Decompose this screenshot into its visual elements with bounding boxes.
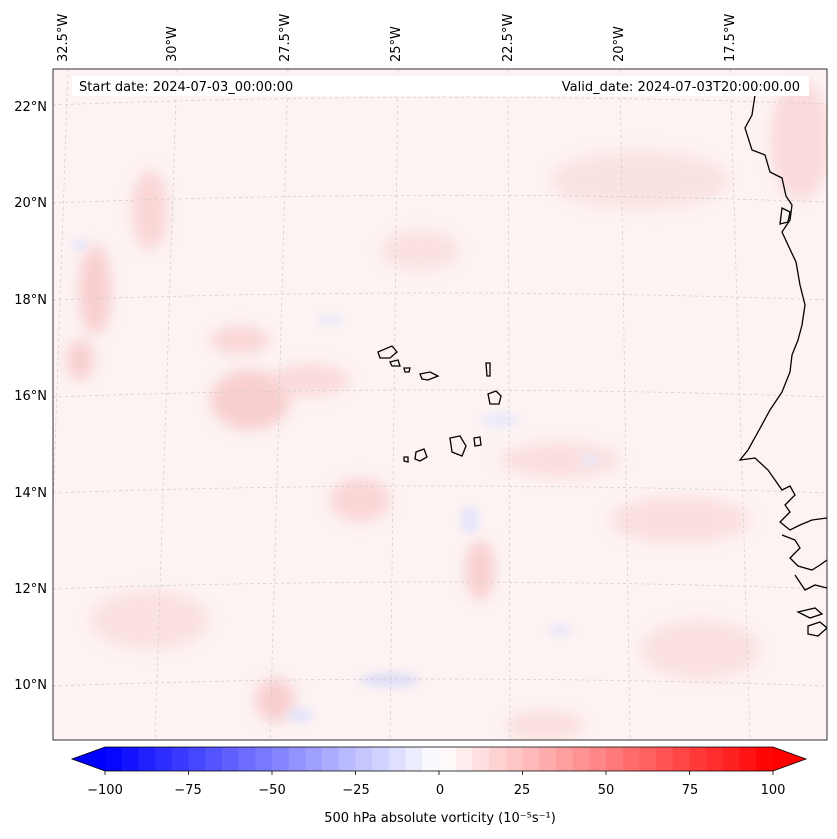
colorbar-segment	[171, 747, 190, 771]
colorbar-segment	[622, 747, 640, 771]
colorbar-segment	[255, 747, 273, 771]
lat-label: 22°N	[14, 100, 47, 115]
colorbar-segment	[221, 747, 240, 771]
colorbar-segment	[505, 747, 524, 771]
colorbar	[70, 746, 808, 775]
valid-date-text: Valid_date: 2024-07-03T20:00:00.00	[562, 80, 800, 95]
longitude-labels: 32.5°W 30°W 27.5°W 25°W 22.5°W 20°W 17.5…	[56, 14, 738, 62]
colorbar-segment	[522, 747, 540, 771]
colorbar-segment	[288, 747, 306, 771]
colorbar-segment	[355, 747, 373, 771]
colorbar-tick-label: −100	[87, 783, 123, 798]
lat-label: 12°N	[14, 582, 47, 597]
colorbar-tick-labels: −100 −75 −50 −25 0 25 50 75 100	[87, 783, 785, 798]
colorbar-segment	[188, 747, 206, 771]
colorbar-segment	[105, 747, 123, 771]
colorbar-extend-low	[72, 747, 105, 771]
colorbar-tick-label: 0	[436, 783, 444, 798]
colorbar-segment	[689, 747, 707, 771]
colorbar-segment	[472, 747, 490, 771]
colorbar-title: 500 hPa absolute vorticity (10⁻⁵s⁻¹)	[324, 811, 556, 826]
colorbar-segment	[639, 747, 657, 771]
coastline	[738, 94, 827, 637]
colorbar-extend-high	[773, 747, 806, 771]
colorbar-segment	[672, 747, 691, 771]
colorbar-tick-label: −25	[342, 783, 369, 798]
colorbar-tick-label: 25	[514, 783, 531, 798]
start-date-text: Start date: 2024-07-03_00:00:00	[79, 80, 293, 95]
map-frame	[52, 68, 828, 741]
colorbar-segment	[405, 747, 423, 771]
colorbar-segment	[305, 747, 323, 771]
header-strip	[72, 76, 809, 96]
lat-label: 18°N	[14, 293, 47, 308]
colorbar-segment	[322, 747, 340, 771]
colorbar-segment	[272, 747, 290, 771]
lon-label: 30°W	[165, 26, 180, 62]
lat-label: 16°N	[14, 389, 47, 404]
lat-label: 20°N	[14, 196, 47, 211]
cape-verde-islands	[377, 345, 502, 463]
colorbar-segment	[722, 747, 741, 771]
colorbar-segment	[489, 747, 507, 771]
latitude-labels: 22°N 20°N 18°N 16°N 14°N 12°N 10°N	[14, 100, 47, 693]
colorbar-segment	[155, 747, 173, 771]
colorbar-tick-label: 100	[761, 783, 786, 798]
lat-label: 10°N	[14, 678, 47, 693]
lon-label: 32.5°W	[56, 14, 71, 62]
lat-label: 14°N	[14, 486, 47, 501]
colorbar-tick-label: 50	[598, 783, 615, 798]
lon-label: 25°W	[389, 26, 404, 62]
colorbar-segment	[756, 747, 774, 771]
colorbar-segment	[205, 747, 223, 771]
colorbar-segment	[455, 747, 473, 771]
colorbar-tick-label: −75	[174, 783, 201, 798]
colorbar-segment	[656, 747, 674, 771]
lon-label: 22.5°W	[501, 14, 516, 62]
lon-label: 17.5°W	[723, 14, 738, 62]
colorbar-tick-label: 75	[682, 783, 699, 798]
colorbar-segment	[706, 747, 724, 771]
colorbar-segment	[589, 747, 607, 771]
graticule	[53, 69, 827, 740]
colorbar-segment	[555, 747, 574, 771]
colorbar-segment	[338, 747, 357, 771]
colorbar-segment	[238, 747, 256, 771]
lon-label: 20°W	[612, 26, 627, 62]
colorbar-segment	[372, 747, 390, 771]
colorbar-segment	[572, 747, 590, 771]
colorbar-segment	[439, 747, 457, 771]
colorbar-segment	[539, 747, 557, 771]
vorticity-field	[66, 80, 827, 739]
colorbar-segment	[739, 747, 757, 771]
colorbar-segment	[121, 747, 139, 771]
colorbar-tick-label: −50	[258, 783, 285, 798]
colorbar-segment	[606, 747, 624, 771]
colorbar-segment	[138, 747, 156, 771]
colorbar-segment	[422, 747, 440, 771]
lon-label: 27.5°W	[278, 14, 293, 62]
colorbar-segment	[388, 747, 407, 771]
